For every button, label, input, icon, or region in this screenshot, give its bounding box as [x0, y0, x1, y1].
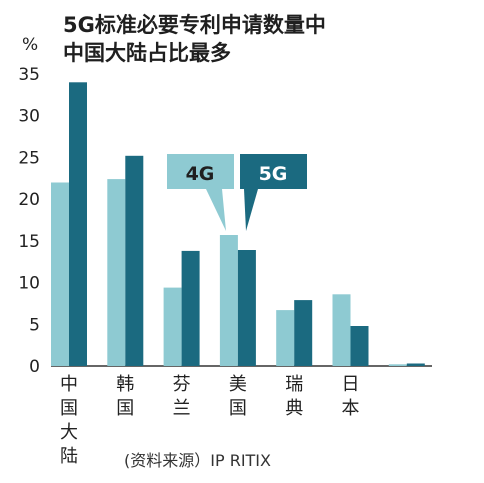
legend-swatch-5g: [240, 154, 307, 189]
category-label: 瑞典: [285, 374, 303, 419]
category-label: 芬兰: [173, 374, 191, 419]
bar-4g: [332, 294, 351, 366]
bar-5g: [294, 300, 313, 366]
bar-4g: [51, 182, 69, 366]
bar-5g: [125, 155, 144, 366]
legend-item-4g: 4G: [167, 154, 234, 231]
category-label: 中国大陆: [60, 374, 78, 467]
bar-5g: [69, 82, 87, 367]
y-axis-unit-label: %: [22, 35, 38, 55]
category-label: 日本: [342, 374, 360, 419]
legend: 4G 5G: [167, 154, 307, 231]
bar-4g: [388, 364, 407, 366]
bar-5g: [181, 250, 200, 366]
category-label: 美国: [229, 374, 247, 419]
legend-pointer-4g: [206, 189, 226, 231]
y-axis-ticks: 0 5 10 15 20 25 30 35: [18, 65, 40, 377]
bar-5g: [350, 326, 369, 366]
bar-4g: [107, 179, 126, 366]
y-tick-label: 5: [29, 315, 40, 335]
legend-label-4g: 4G: [186, 163, 215, 185]
bar-4g: [219, 235, 238, 366]
y-tick-label: 35: [18, 65, 40, 85]
source-note: (资料来源）IP RITIX: [124, 451, 271, 470]
bar-5g: [406, 363, 425, 366]
bars: [51, 82, 425, 367]
y-tick-label: 25: [18, 148, 40, 168]
legend-pointer-5g: [244, 189, 258, 231]
legend-item-5g: 5G: [240, 154, 307, 231]
bar-4g: [276, 310, 295, 366]
chart-title-line1: 5G标准必要专利申请数量中: [63, 13, 326, 37]
y-tick-label: 15: [18, 232, 40, 252]
y-tick-label: 30: [18, 107, 40, 127]
y-tick-label: 0: [29, 357, 40, 377]
y-tick-label: 10: [18, 274, 40, 294]
legend-swatch-4g: [167, 154, 234, 189]
legend-label-5g: 5G: [259, 163, 288, 185]
category-label: 韩国: [116, 374, 134, 419]
y-tick-label: 20: [18, 190, 40, 210]
chart-title-line2: 中国大陆占比最多: [63, 41, 231, 65]
bar-5g: [237, 250, 256, 366]
bar-4g: [163, 287, 182, 366]
